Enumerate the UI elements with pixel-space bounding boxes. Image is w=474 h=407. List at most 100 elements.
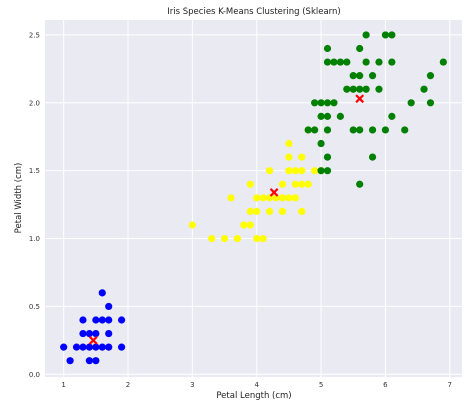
data-point-cluster-3 xyxy=(401,126,409,134)
data-point-cluster-3 xyxy=(304,126,312,134)
data-point-cluster-1 xyxy=(105,329,113,338)
data-point-cluster-3 xyxy=(362,58,370,66)
x-tick-label: 1 xyxy=(61,381,65,389)
data-point-cluster-2 xyxy=(253,194,261,202)
data-point-cluster-2 xyxy=(188,221,196,229)
data-point-cluster-2 xyxy=(278,180,287,188)
data-point-cluster-2 xyxy=(265,167,274,175)
data-point-cluster-1 xyxy=(60,343,68,351)
y-axis-ticks: 0.0 0.5 1.0 1.5 2.0 2.5 xyxy=(29,31,40,378)
data-point-cluster-2 xyxy=(246,221,254,229)
x-axis-label: Petal Length (cm) xyxy=(216,391,291,401)
data-point-cluster-2 xyxy=(278,207,287,215)
data-point-cluster-3 xyxy=(323,44,332,53)
data-point-cluster-2 xyxy=(291,194,299,202)
data-point-cluster-1 xyxy=(105,302,113,311)
centroid-marker xyxy=(269,188,279,197)
data-point-cluster-2 xyxy=(285,167,293,175)
data-point-cluster-3 xyxy=(317,167,325,175)
data-point-cluster-3 xyxy=(330,99,338,107)
data-point-cluster-3 xyxy=(381,31,390,39)
data-point-cluster-3 xyxy=(349,126,357,134)
data-point-cluster-2 xyxy=(278,194,287,202)
data-point-cluster-3 xyxy=(356,180,364,188)
data-point-cluster-3 xyxy=(356,72,364,80)
data-point-cluster-3 xyxy=(375,85,383,93)
data-point-cluster-3 xyxy=(323,99,332,107)
data-point-cluster-1 xyxy=(92,343,100,351)
data-point-cluster-1 xyxy=(92,316,100,324)
data-point-cluster-2 xyxy=(298,207,306,215)
data-point-cluster-2 xyxy=(272,194,280,202)
data-point-cluster-3 xyxy=(323,58,332,66)
y-tick-label: 0.0 xyxy=(29,371,40,379)
data-point-cluster-1 xyxy=(66,357,74,365)
data-point-cluster-3 xyxy=(362,31,370,39)
data-point-cluster-3 xyxy=(439,58,447,66)
data-point-cluster-2 xyxy=(304,180,312,188)
data-point-cluster-3 xyxy=(426,99,435,107)
data-point-cluster-3 xyxy=(343,58,351,66)
data-point-cluster-2 xyxy=(291,167,299,175)
data-point-cluster-2 xyxy=(298,153,306,161)
data-points xyxy=(60,31,447,365)
data-point-cluster-3 xyxy=(388,112,396,120)
data-point-cluster-1 xyxy=(92,329,100,338)
cluster-centroids xyxy=(88,94,365,345)
data-point-cluster-3 xyxy=(368,153,377,161)
data-point-cluster-1 xyxy=(98,343,106,351)
data-point-cluster-3 xyxy=(349,72,357,80)
x-tick-label: 2 xyxy=(126,381,130,389)
x-tick-label: 5 xyxy=(319,381,323,389)
data-point-cluster-2 xyxy=(233,234,242,243)
centroid-stroke xyxy=(355,94,365,104)
data-point-cluster-2 xyxy=(208,234,216,243)
data-point-cluster-1 xyxy=(79,343,87,351)
data-point-cluster-2 xyxy=(259,234,267,243)
data-point-cluster-1 xyxy=(105,316,113,324)
data-point-cluster-1 xyxy=(79,329,87,338)
y-tick-label: 2.0 xyxy=(29,99,40,107)
data-point-cluster-2 xyxy=(265,207,274,215)
chart-title: Iris Species K-Means Clustering (Sklearn… xyxy=(167,7,340,17)
data-point-cluster-3 xyxy=(343,85,351,93)
data-point-cluster-2 xyxy=(298,180,306,188)
centroid-marker xyxy=(88,335,98,345)
data-point-cluster-3 xyxy=(356,85,364,93)
data-point-cluster-3 xyxy=(311,99,319,107)
data-point-cluster-3 xyxy=(388,31,396,39)
x-tick-label: 7 xyxy=(448,381,452,389)
data-point-cluster-3 xyxy=(368,72,377,80)
y-tick-label: 1.5 xyxy=(29,167,40,175)
data-point-cluster-3 xyxy=(323,126,332,134)
y-tick-label: 1.0 xyxy=(29,235,40,243)
x-axis-ticks: 1 2 3 4 5 6 7 xyxy=(61,381,452,389)
data-point-cluster-2 xyxy=(246,207,254,215)
data-point-cluster-1 xyxy=(98,316,106,324)
data-point-cluster-3 xyxy=(368,126,377,134)
data-point-cluster-3 xyxy=(349,85,357,93)
x-tick-label: 6 xyxy=(383,381,388,389)
data-point-cluster-2 xyxy=(285,139,293,148)
data-point-cluster-1 xyxy=(117,316,126,324)
data-point-cluster-1 xyxy=(85,357,94,365)
data-point-cluster-2 xyxy=(220,234,229,243)
x-tick-label: 3 xyxy=(190,381,194,389)
data-point-cluster-3 xyxy=(323,167,332,175)
centroid-marker xyxy=(355,94,365,104)
data-point-cluster-3 xyxy=(420,85,428,93)
centroid-stroke xyxy=(88,335,98,345)
data-point-cluster-1 xyxy=(92,357,100,365)
y-tick-label: 0.5 xyxy=(29,303,40,311)
data-point-cluster-3 xyxy=(336,112,344,120)
data-point-cluster-3 xyxy=(426,72,435,80)
data-point-cluster-1 xyxy=(79,316,87,324)
data-point-cluster-3 xyxy=(336,58,344,66)
data-point-cluster-1 xyxy=(98,289,106,297)
data-point-cluster-3 xyxy=(323,112,332,120)
data-point-cluster-2 xyxy=(227,194,235,202)
data-point-cluster-1 xyxy=(85,343,94,351)
data-point-cluster-2 xyxy=(298,167,306,175)
data-point-cluster-3 xyxy=(317,112,325,120)
data-point-cluster-3 xyxy=(317,99,325,107)
